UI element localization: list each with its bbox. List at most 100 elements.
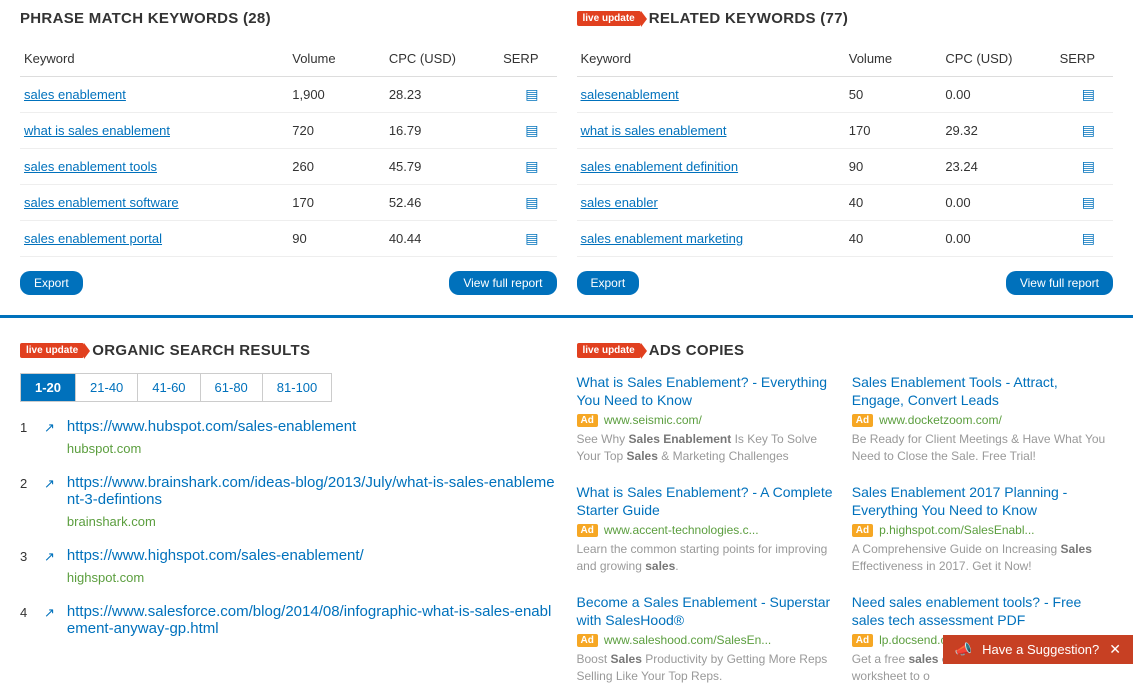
- cpc-cell: 28.23: [385, 77, 482, 113]
- serp-icon[interactable]: ▤: [525, 230, 538, 246]
- cpc-cell: 23.24: [941, 149, 1038, 185]
- table-row: sales enablement 1,90028.23 ▤: [20, 77, 557, 113]
- pagination-page[interactable]: 61-80: [201, 374, 263, 401]
- ad-title[interactable]: Sales Enablement Tools - Attract, Engage…: [852, 373, 1113, 409]
- organic-result: 3↗https://www.highspot.com/sales-enablem…: [20, 547, 557, 585]
- ad-url[interactable]: www.saleshood.com/SalesEn...: [604, 633, 771, 647]
- organic-title: ORGANIC SEARCH RESULTS: [92, 342, 310, 359]
- pagination-page[interactable]: 81-100: [263, 374, 331, 401]
- volume-cell: 1,900: [288, 77, 385, 113]
- export-button[interactable]: Export: [577, 271, 640, 295]
- serp-icon[interactable]: ▤: [525, 158, 538, 174]
- keyword-link[interactable]: salesenablement: [581, 87, 679, 102]
- external-link-icon[interactable]: ↗: [44, 418, 55, 436]
- result-number: 4: [20, 603, 32, 620]
- keyword-link[interactable]: sales enablement tools: [24, 159, 157, 174]
- ad-title[interactable]: Sales Enablement 2017 Planning - Everyth…: [852, 483, 1113, 519]
- serp-icon[interactable]: ▤: [525, 86, 538, 102]
- related-table: Keyword Volume CPC (USD) SERP salesenabl…: [577, 41, 1114, 257]
- result-domain: hubspot.com: [67, 441, 557, 456]
- volume-cell: 170: [288, 185, 385, 221]
- ad-description: A Comprehensive Guide on Increasing Sale…: [852, 541, 1113, 575]
- serp-icon[interactable]: ▤: [1082, 122, 1095, 138]
- ad-badge: Ad: [852, 414, 873, 427]
- ad-description: Be Ready for Client Meetings & Have What…: [852, 431, 1113, 465]
- serp-icon[interactable]: ▤: [525, 122, 538, 138]
- serp-icon[interactable]: ▤: [525, 194, 538, 210]
- result-number: 1: [20, 418, 32, 435]
- view-full-report-button[interactable]: View full report: [1006, 271, 1113, 295]
- ad-item: What is Sales Enablement? - Everything Y…: [577, 373, 838, 465]
- ad-description: Learn the common starting points for imp…: [577, 541, 838, 575]
- volume-cell: 40: [845, 185, 942, 221]
- table-row: sales enablement portal 9040.44 ▤: [20, 221, 557, 257]
- ad-url[interactable]: p.highspot.com/SalesEnabl...: [879, 523, 1034, 537]
- ad-item: Sales Enablement 2017 Planning - Everyth…: [852, 483, 1113, 575]
- keyword-link[interactable]: what is sales enablement: [581, 123, 727, 138]
- ads-title: ADS COPIES: [649, 342, 745, 359]
- external-link-icon[interactable]: ↗: [44, 547, 55, 565]
- pagination-page[interactable]: 41-60: [138, 374, 200, 401]
- cpc-cell: 0.00: [941, 77, 1038, 113]
- volume-cell: 50: [845, 77, 942, 113]
- pagination-page[interactable]: 21-40: [76, 374, 138, 401]
- table-row: salesenablement 500.00 ▤: [577, 77, 1114, 113]
- keyword-link[interactable]: sales enablement portal: [24, 231, 162, 246]
- table-row: sales enablement software 17052.46 ▤: [20, 185, 557, 221]
- ad-url[interactable]: www.docketzoom.com/: [879, 413, 1002, 427]
- external-link-icon[interactable]: ↗: [44, 603, 55, 621]
- keyword-link[interactable]: what is sales enablement: [24, 123, 170, 138]
- volume-cell: 260: [288, 149, 385, 185]
- ad-url[interactable]: www.accent-technologies.c...: [604, 523, 759, 537]
- table-row: sales enablement tools 26045.79 ▤: [20, 149, 557, 185]
- organic-result: 2 ↗ https://www.brainshark.com/ideas-blog/…: [20, 474, 557, 529]
- export-button[interactable]: Export: [20, 271, 83, 295]
- col-volume: Volume: [288, 41, 385, 77]
- ad-title[interactable]: What is Sales Enablement? - A Complete S…: [577, 483, 838, 519]
- result-url[interactable]: https://www.brainshark.com/ideas-blog/20…: [67, 474, 557, 508]
- volume-cell: 90: [845, 149, 942, 185]
- result-number: 2: [20, 474, 32, 491]
- keyword-link[interactable]: sales enabler: [581, 195, 658, 210]
- suggestion-bar[interactable]: 📣 Have a Suggestion? ✕: [943, 635, 1133, 664]
- keyword-link[interactable]: sales enablement: [24, 87, 126, 102]
- keyword-link[interactable]: sales enablement software: [24, 195, 179, 210]
- cpc-cell: 45.79: [385, 149, 482, 185]
- pagination-page[interactable]: 1-20: [21, 374, 76, 401]
- related-title: RELATED KEYWORDS (77): [649, 10, 848, 27]
- ad-title[interactable]: Become a Sales Enablement - Superstar wi…: [577, 593, 838, 629]
- cpc-cell: 0.00: [941, 221, 1038, 257]
- col-keyword: Keyword: [20, 41, 288, 77]
- cpc-cell: 16.79: [385, 113, 482, 149]
- external-link-icon[interactable]: ↗: [44, 474, 55, 492]
- result-url[interactable]: https://www.hubspot.com/sales-enablement: [67, 418, 557, 435]
- keyword-link[interactable]: sales enablement definition: [581, 159, 739, 174]
- volume-cell: 90: [288, 221, 385, 257]
- keyword-link[interactable]: sales enablement marketing: [581, 231, 744, 246]
- ad-badge: Ad: [577, 524, 598, 537]
- view-full-report-button[interactable]: View full report: [449, 271, 556, 295]
- col-cpc: CPC (USD): [941, 41, 1038, 77]
- ad-badge: Ad: [577, 414, 598, 427]
- cpc-cell: 40.44: [385, 221, 482, 257]
- volume-cell: 170: [845, 113, 942, 149]
- serp-icon[interactable]: ▤: [1082, 158, 1095, 174]
- serp-icon[interactable]: ▤: [1082, 230, 1095, 246]
- serp-icon[interactable]: ▤: [1082, 86, 1095, 102]
- ad-title[interactable]: Need sales enablement tools? - Free sale…: [852, 593, 1113, 629]
- ad-item: Sales Enablement Tools - Attract, Engage…: [852, 373, 1113, 465]
- live-update-badge: live update: [577, 11, 641, 26]
- serp-icon[interactable]: ▤: [1082, 194, 1095, 210]
- col-volume: Volume: [845, 41, 942, 77]
- suggestion-text: Have a Suggestion?: [982, 642, 1099, 657]
- ad-description: Boost Sales Productivity by Getting More…: [577, 651, 838, 685]
- col-serp: SERP: [481, 41, 556, 77]
- phrase-match-panel: PHRASE MATCH KEYWORDS (28) Keyword Volum…: [20, 10, 557, 295]
- ad-url[interactable]: www.seismic.com/: [604, 413, 702, 427]
- result-url[interactable]: https://www.salesforce.com/blog/2014/08/…: [67, 603, 557, 637]
- pagination: 1-2021-4041-6061-8081-100: [20, 373, 332, 402]
- cpc-cell: 52.46: [385, 185, 482, 221]
- ad-title[interactable]: What is Sales Enablement? - Everything Y…: [577, 373, 838, 409]
- close-icon[interactable]: ✕: [1109, 641, 1121, 658]
- result-url[interactable]: https://www.highspot.com/sales-enablemen…: [67, 547, 557, 564]
